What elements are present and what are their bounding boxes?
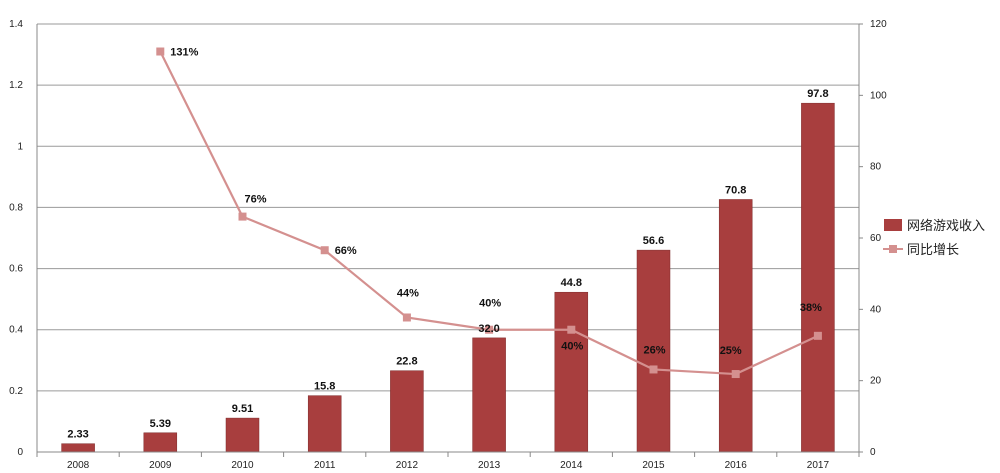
y-right-tick-label: 80: [870, 162, 882, 173]
x-tick-label: 2013: [478, 460, 501, 471]
revenue-bar: [307, 395, 342, 453]
legend-swatch-revenue: [884, 219, 902, 231]
revenue-bar-label: 44.8: [561, 277, 582, 289]
revenue-bar-label: 22.8: [396, 356, 417, 368]
x-tick-label: 2016: [725, 460, 748, 471]
growth-line: [156, 47, 822, 379]
growth-marker: [485, 325, 494, 334]
y-right-tick-label: 0: [870, 447, 876, 458]
growth-label: 40%: [479, 298, 501, 310]
revenue-bar-label: 2.33: [67, 429, 88, 441]
x-tick-label: 2012: [396, 460, 419, 471]
revenue-bar-label: 56.6: [643, 235, 664, 247]
y-left-tick-label: 1: [17, 141, 23, 152]
y-right-tick-label: 20: [870, 376, 882, 387]
y-right-tick-label: 60: [870, 233, 882, 244]
y-left-tick-label: 0.8: [9, 202, 23, 213]
x-tick-label: 2008: [67, 460, 90, 471]
growth-label: 66%: [335, 245, 357, 257]
growth-label: 131%: [170, 47, 198, 59]
revenue-bar-label: 15.8: [314, 381, 335, 393]
growth-label: 25%: [720, 345, 742, 357]
revenue-bar: [472, 337, 506, 453]
growth-marker: [320, 246, 329, 255]
y-left-tick-label: 0.4: [9, 325, 23, 336]
revenue-bar: [390, 370, 424, 453]
legend-marker-growth: [889, 245, 897, 253]
revenue-bar: [143, 432, 178, 453]
revenue-bar: [225, 417, 260, 453]
growth-marker: [238, 212, 247, 221]
y-right-tick-label: 100: [870, 90, 887, 101]
revenue-bar-label: 32.0: [478, 323, 499, 335]
x-tick-label: 2015: [642, 460, 665, 471]
growth-marker: [813, 331, 822, 340]
revenue-bar: [718, 199, 753, 453]
x-tick-label: 2011: [314, 460, 336, 471]
growth-label: 76%: [245, 194, 267, 206]
legend-label-growth: 同比增长: [907, 242, 959, 257]
revenue-bar-label: 9.51: [232, 403, 253, 415]
y-right-tick-label: 120: [870, 19, 887, 30]
revenue-bars: [61, 102, 835, 453]
grid-lines: [37, 23, 859, 392]
growth-label: 40%: [561, 341, 583, 353]
growth-marker: [731, 370, 740, 379]
revenue-bar-label: 97.8: [807, 88, 828, 100]
revenue-bar-label: 5.39: [150, 418, 171, 430]
legend: 网络游戏收入 同比增长: [883, 218, 985, 257]
x-tick-label: 2010: [231, 460, 254, 471]
axes: 0 0.2 0.4 0.6 0.8 1 1.2 1.4 0 20 40 60 80 100 120 2008 2…: [9, 19, 887, 471]
growth-marker: [649, 365, 658, 374]
y-left-tick-label: 0.2: [9, 386, 23, 397]
growth-label: 38%: [800, 302, 822, 314]
growth-marker: [156, 47, 165, 56]
y-left-tick-label: 1.2: [9, 80, 23, 91]
growth-label: 44%: [397, 287, 419, 299]
y-left-tick-label: 1.4: [9, 19, 23, 30]
x-tick-label: 2014: [560, 460, 583, 471]
data-labels: 2.33 5.39 9.51 15.8 22.8 32.0 44.8 56.6 70.8 97.8…: [67, 47, 828, 441]
revenue-bar: [554, 291, 589, 453]
growth-marker: [567, 325, 576, 334]
x-tick-label: 2009: [149, 460, 172, 471]
y-left-tick-label: 0.6: [9, 264, 23, 275]
y-left-tick-label: 0: [17, 447, 23, 458]
legend-label-revenue: 网络游戏收入: [907, 218, 985, 233]
y-right-tick-label: 40: [870, 304, 882, 315]
x-tick-label: 2017: [807, 460, 830, 471]
growth-label: 26%: [644, 344, 666, 356]
revenue-bar: [61, 443, 95, 453]
revenue-bar-label: 70.8: [725, 184, 746, 196]
revenue-bar: [801, 102, 835, 453]
growth-marker: [402, 313, 411, 322]
